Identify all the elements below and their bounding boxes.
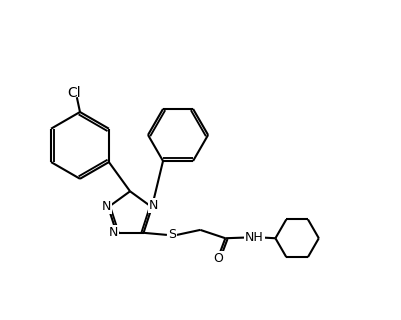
Text: N: N <box>148 199 158 212</box>
Text: O: O <box>213 252 222 265</box>
Text: N: N <box>108 226 117 239</box>
Text: NH: NH <box>245 231 263 244</box>
Text: S: S <box>168 228 176 241</box>
Text: N: N <box>101 200 111 213</box>
Text: Cl: Cl <box>67 86 80 100</box>
